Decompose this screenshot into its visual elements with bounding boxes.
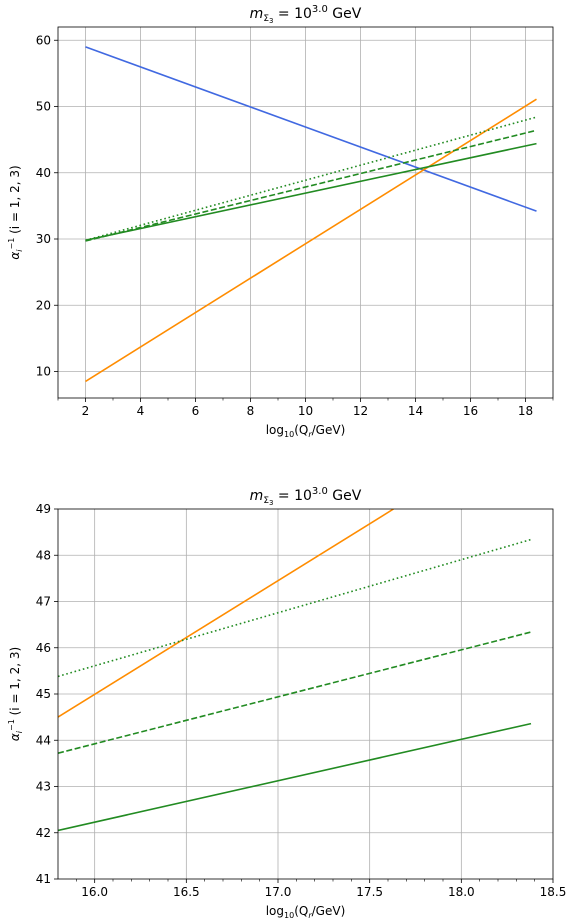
y-tick-label: 40 (36, 166, 51, 180)
x-tick-label: 16.0 (81, 885, 108, 899)
y-axis-label: αi−1 (i = 1, 2, 3) (7, 165, 24, 259)
x-tick-label: 4 (137, 404, 145, 418)
series-line-1 (85, 46, 537, 212)
x-tick-label: 8 (247, 404, 255, 418)
x-tick-label: 2 (82, 404, 90, 418)
series-line-2 (58, 722, 532, 832)
x-tick-label: 10 (298, 404, 313, 418)
y-tick-label: 46 (36, 641, 51, 655)
chart-1: 2 4 6 8 10 12 14 16 18 10 20 30 40 50 60 mΣ3 = 103.0 Ge… (7, 4, 554, 439)
y-tick-label: 48 (36, 548, 51, 562)
series-line-1 (58, 509, 394, 718)
series-line-3 (85, 142, 537, 242)
y-tick-label: 43 (36, 780, 51, 794)
x-tick-label: 12 (353, 404, 368, 418)
series-line-2 (85, 98, 537, 383)
x-tick-label: 18 (518, 404, 533, 418)
x-axis-label: log10(Qr/GeV) (266, 904, 346, 920)
chart-2: 16.0 16.5 17.0 17.5 18.0 18.5 41 42 43 44 45 46 47 48… (7, 486, 566, 920)
x-tick-label: 16 (463, 404, 478, 418)
chart-title: mΣ3 = 103.0 GeV (250, 4, 362, 25)
y-tick-label: 50 (36, 100, 51, 114)
series-group (85, 46, 537, 383)
x-tick-label: 18.0 (448, 885, 475, 899)
x-tick-label: 17.5 (356, 885, 383, 899)
y-tick-label: 42 (36, 826, 51, 840)
y-tick-label: 45 (36, 687, 51, 701)
series-line-4 (58, 538, 532, 678)
x-tick-label: 17.0 (265, 885, 292, 899)
y-tick-label: 41 (36, 872, 51, 886)
y-tick-label: 47 (36, 595, 51, 609)
y-tick-label: 10 (36, 365, 51, 379)
x-tick-label: 6 (192, 404, 200, 418)
series-line-4 (85, 129, 537, 242)
chart-title: mΣ3 = 103.0 GeV (250, 486, 362, 507)
series-line-5 (85, 116, 537, 242)
y-tick-label: 49 (36, 502, 51, 516)
y-tick-label: 20 (36, 298, 51, 312)
y-axis-label: αi−1 (i = 1, 2, 3) (7, 647, 24, 741)
x-tick-label: 18.5 (540, 885, 567, 899)
x-tick-label: 14 (408, 404, 423, 418)
x-axis-label: log10(Qr/GeV) (266, 423, 346, 439)
series-line-3 (58, 631, 532, 754)
y-tick-label: 44 (36, 733, 51, 747)
y-tick-label: 30 (36, 232, 51, 246)
series-group (58, 509, 532, 832)
x-tick-label: 16.5 (173, 885, 200, 899)
y-tick-label: 60 (36, 33, 51, 47)
